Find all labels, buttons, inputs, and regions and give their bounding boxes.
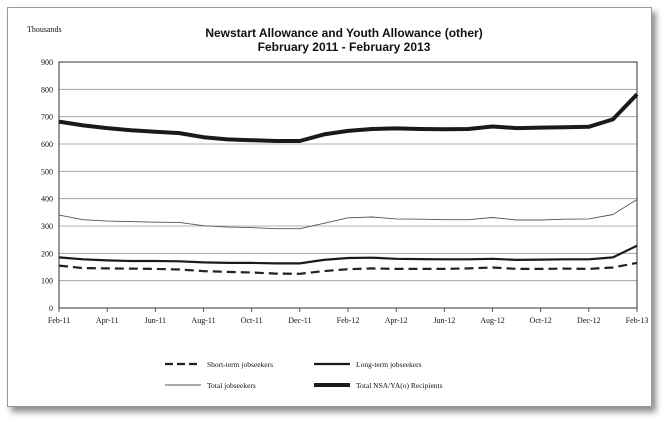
x-tick-label: Feb-11: [48, 316, 70, 325]
y-tick-label: 100: [41, 277, 53, 286]
chart-title: Newstart Allowance and Youth Allowance (…: [205, 26, 482, 40]
y-tick-label: 800: [41, 85, 53, 94]
y-tick-label: 900: [41, 58, 53, 67]
x-tick-label: Apr-12: [385, 316, 408, 325]
x-tick-label: Feb-12: [337, 316, 360, 325]
x-tick-label: Aug-11: [191, 316, 215, 325]
line-chart: Newstart Allowance and Youth Allowance (…: [27, 25, 648, 390]
x-tick-label: Jun-12: [433, 316, 455, 325]
chart-frame: Newstart Allowance and Youth Allowance (…: [7, 7, 652, 407]
plot-border: [58, 61, 638, 309]
x-tick-label: Oct-12: [530, 316, 552, 325]
plot-area: 0 100 200 300 400 500 600 700 800 900 Feb-11 Apr-11…: [41, 58, 648, 325]
x-tick-label: Aug-12: [480, 316, 504, 325]
y-axis-unit-label: Thousands: [27, 25, 62, 34]
x-tick-label: Apr-11: [96, 316, 119, 325]
legend-label: Total NSA/YA(o) Recipients: [356, 381, 443, 390]
y-tick-label: 700: [41, 113, 53, 122]
y-tick-label: 200: [41, 249, 53, 258]
legend-label: Short-term jobseekers: [207, 360, 273, 369]
series-line-4: [58, 92, 639, 143]
x-tick-label: Jun-11: [145, 316, 166, 325]
series-line-1: [58, 261, 638, 275]
y-tick-label: 0: [49, 304, 53, 313]
series-line-3: [58, 199, 638, 230]
y-tick-label: 500: [41, 167, 53, 176]
y-tick-label: 400: [41, 195, 53, 204]
x-tick-label: Dec-11: [288, 316, 311, 325]
legend-label: Total jobseekers: [207, 381, 256, 390]
x-tick-label: Oct-11: [241, 316, 263, 325]
y-tick-label: 300: [41, 222, 53, 231]
chart-subtitle: February 2011 - February 2013: [258, 40, 431, 54]
series-line-2: [58, 244, 638, 265]
x-tick-label: Feb-13: [626, 316, 649, 325]
legend: Short-term jobseekers Long-term jobseeker…: [165, 360, 443, 390]
x-tick-label: Dec-12: [577, 316, 601, 325]
y-tick-label: 600: [41, 140, 53, 149]
legend-label: Long-term jobseekers: [356, 360, 422, 369]
